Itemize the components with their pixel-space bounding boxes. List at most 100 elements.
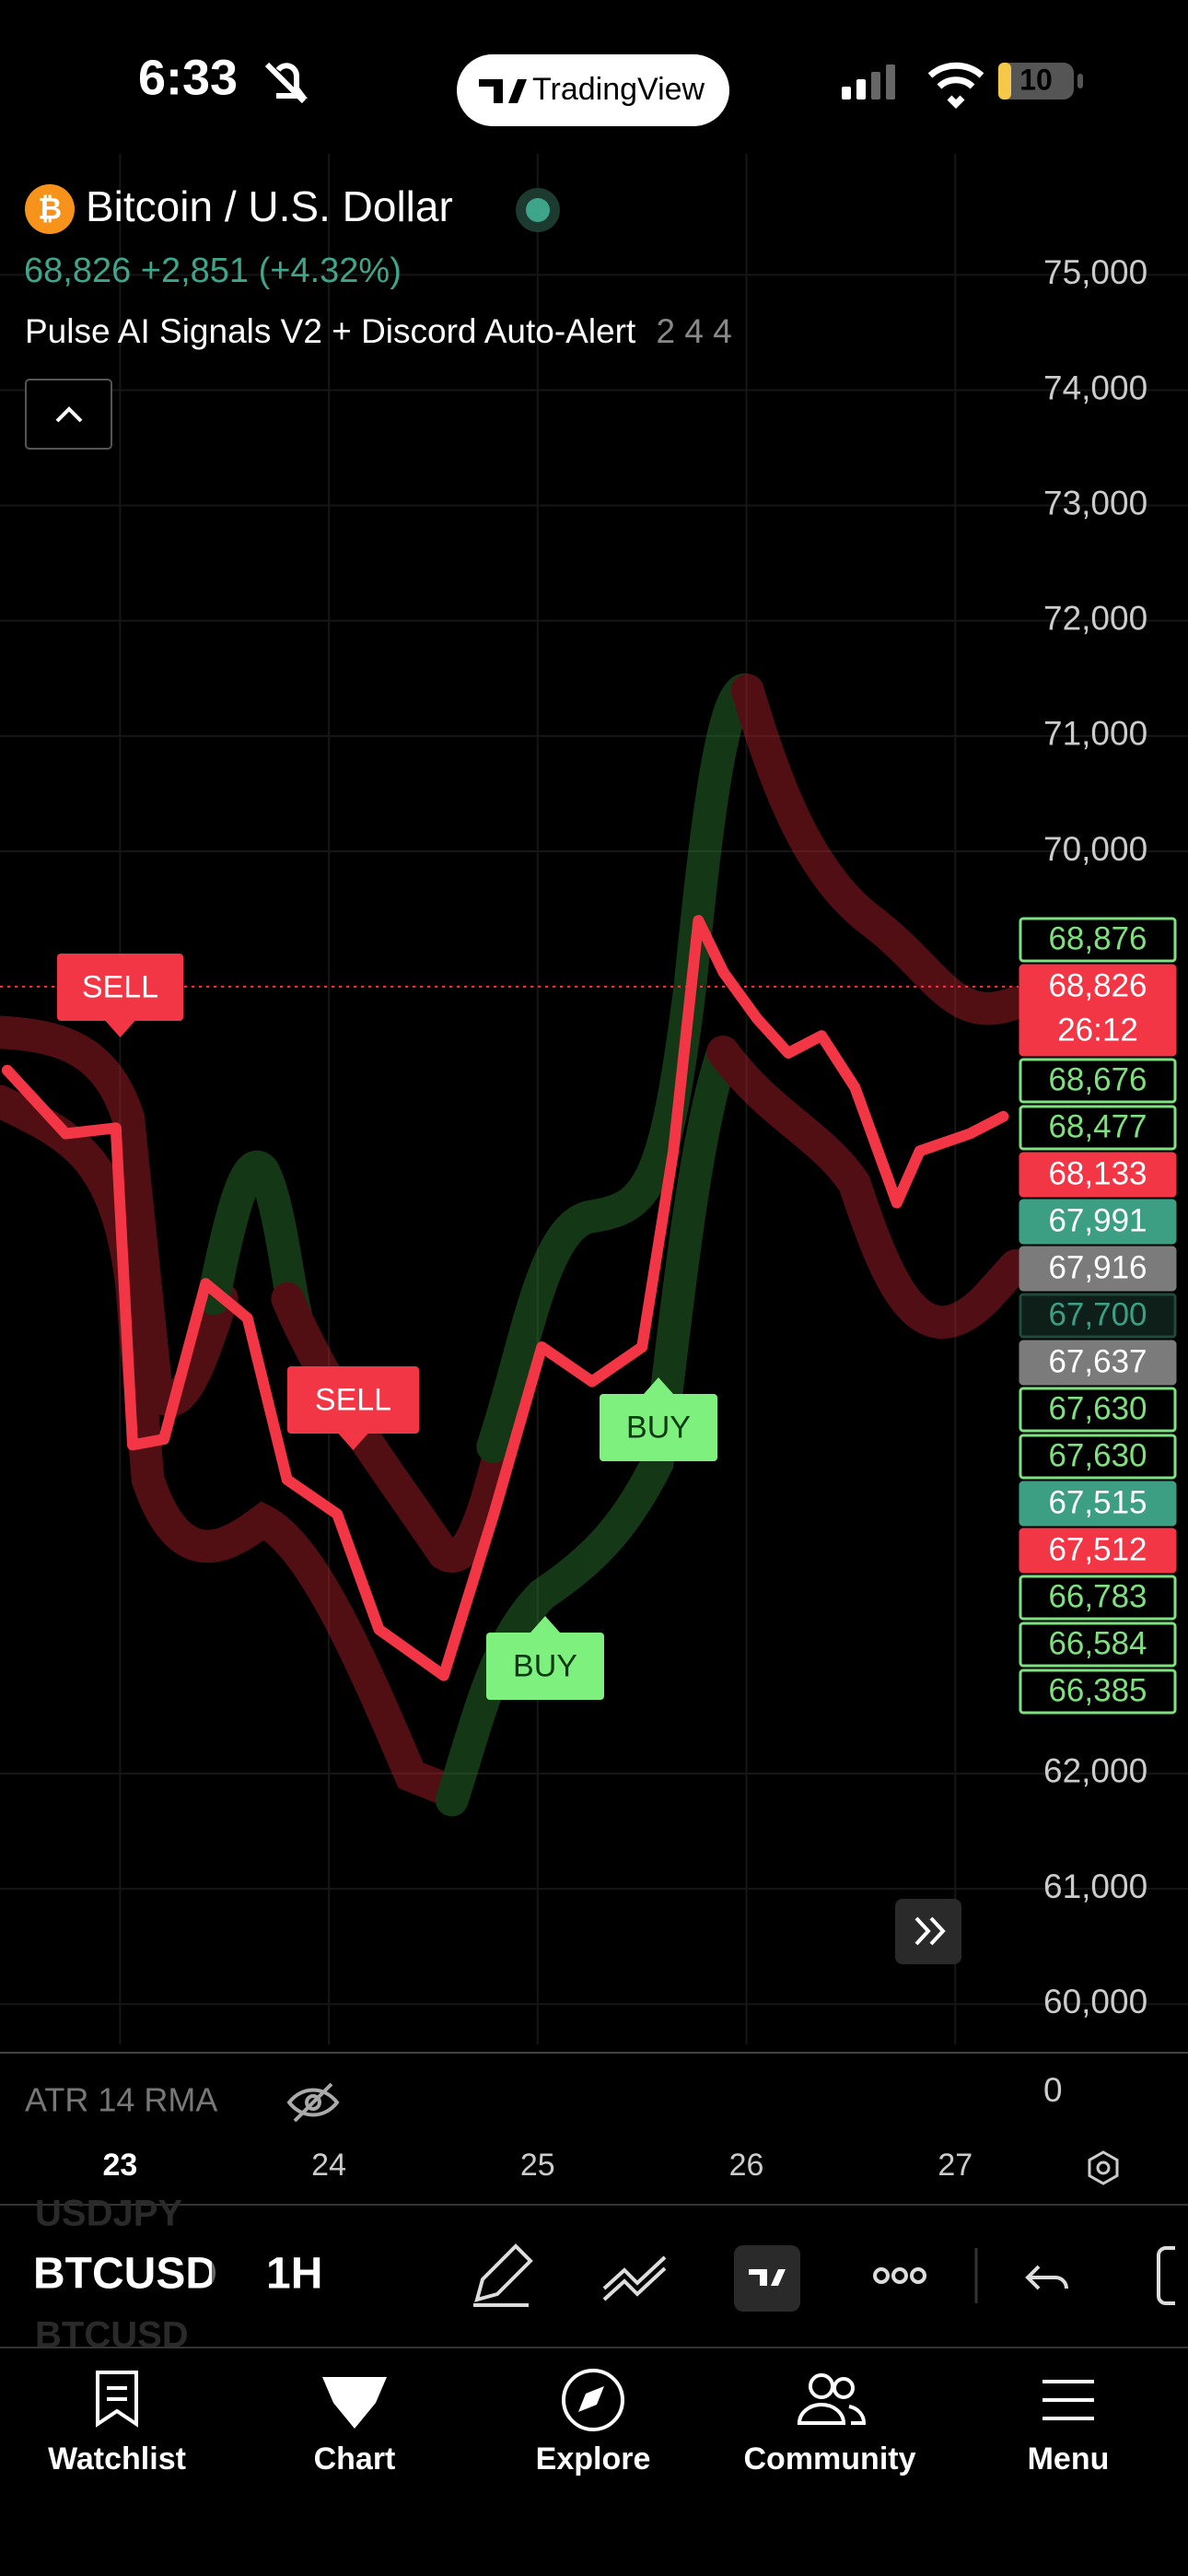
battery-cap [1077,74,1083,88]
y-tick-label: 74,000 [1043,369,1147,406]
status-dot [526,198,550,222]
signal-label: BUY [513,1648,577,1683]
y-tick-label: 72,000 [1043,600,1147,638]
price-label: 67,916 [1048,1249,1147,1285]
price-label-box [1019,1246,1177,1292]
signal-icon [842,64,895,100]
trend-icon[interactable] [602,2255,667,2301]
x-tick-label: 23 [102,2148,137,2183]
nav-bar: Watchlist Chart Explore Community Menu [48,2441,1109,2476]
signal-pointer [105,1021,135,1037]
price-line [1,915,1009,1681]
y-tick-label: 62,000 [1043,1752,1147,1790]
status-time: 6:33 [138,50,238,105]
mute-icon [264,62,308,104]
price-label-box [1019,1387,1177,1433]
y-tick-label: 75,000 [1043,253,1147,291]
nav-icon-community [797,2373,867,2425]
price-label-box [1019,1481,1177,1527]
price-label: 66,783 [1048,1578,1147,1614]
app-pill [457,54,729,126]
scroll-icon [914,1916,946,1946]
price-label-box [1019,1575,1177,1621]
signal-badge [287,1366,419,1434]
price-label-box [1019,1058,1177,1104]
price-label-box [1019,1669,1177,1715]
price-label-box [1019,964,1177,1057]
price-label: 66,385 [1048,1672,1147,1708]
price-label-box [1019,917,1177,963]
signal-pointer [338,1434,368,1450]
indicator-params: 2 4 4 [657,312,732,350]
more-icon[interactable] [873,2267,926,2284]
price-label-box [1019,1434,1177,1480]
app-name: TradingView [532,72,705,107]
nav-label[interactable]: Menu [1028,2441,1110,2476]
bands [0,673,1032,1817]
signal-pointer [644,1377,673,1394]
countdown: 26:12 [1057,1012,1138,1048]
btc-icon [25,184,75,234]
indicator-name: Pulse AI Signals V2 + Discord Auto-Alert [25,312,636,350]
collapse-button[interactable] [25,379,112,450]
symbol-ghost: BTCUSD [35,2315,189,2356]
x-tick-label: 26 [729,2148,764,2183]
y-tick-label: 73,000 [1043,484,1147,521]
price-label: 67,700 [1048,1296,1147,1332]
hide-icon[interactable] [286,2082,340,2123]
signal-pointer [530,1616,560,1633]
x-axis: 23 24 25 26 27 [102,2148,973,2183]
symbol-fade [212,2230,239,2331]
battery-level [998,63,1011,100]
draw-icon[interactable] [473,2243,533,2307]
price-label: 68,826 [1048,967,1147,1003]
y-tick-label: 61,000 [1043,1868,1147,1905]
signal-badge [600,1394,717,1461]
price-label-box [1019,1293,1177,1339]
symbol-name: Bitcoin / U.S. Dollar [86,182,453,230]
price-label: 67,630 [1048,1390,1147,1426]
btc-glyph: ₿ [38,192,62,225]
atr-label: ATR 14 RMA [25,2081,217,2119]
nav-icon-explore [562,2369,624,2431]
quote: 68,826 +2,851 (+4.32%) [24,252,402,290]
undo-icon[interactable] [1025,2265,1068,2290]
price-label: 67,637 [1048,1343,1147,1379]
price-labels: 68,876 68,826 26:12 68,676 68,477 68,133 67,99… [1019,917,1177,1715]
signal-label: SELL [82,969,158,1004]
x-tick-label: 25 [520,2148,555,2183]
nav-label[interactable]: Explore [536,2441,651,2476]
settings-icon-center [1096,2160,1111,2175]
nav-label[interactable]: Community [744,2441,916,2476]
signals: SELL SELL BUY BUY [57,954,717,1700]
nav-label[interactable]: Watchlist [48,2441,186,2476]
interval[interactable]: 1H [266,2250,322,2299]
settings-icon[interactable] [1088,2150,1119,2185]
price-label: 67,991 [1048,1202,1147,1238]
y-tick-label: 70,000 [1043,830,1147,868]
x-tick-label: 24 [311,2148,346,2183]
price-label: 67,512 [1048,1531,1147,1567]
price-label: 68,876 [1048,920,1147,956]
signal-badge [486,1633,604,1700]
price-label: 68,133 [1048,1155,1147,1191]
battery-text: 10 [1019,63,1053,96]
price-label: 68,676 [1048,1061,1147,1097]
y-tick-label: 71,000 [1043,715,1147,753]
price-label: 67,515 [1048,1484,1147,1520]
price-label-box [1019,1528,1177,1574]
price-label-box [1019,1622,1177,1668]
signal-label: SELL [315,1382,391,1417]
symbol[interactable]: BTCUSD [33,2250,217,2299]
price-label: 68,477 [1048,1108,1147,1144]
signal-label: BUY [626,1410,691,1445]
symbol-ghost: USDJPY [35,2194,182,2234]
price-label-box [1019,1105,1177,1151]
price-label-box [1019,1199,1177,1245]
fullscreen-icon[interactable] [1157,2246,1175,2305]
nav-icon-watchlist [96,2371,138,2428]
atr-y-tick: 0 [1043,2071,1063,2109]
nav-label[interactable]: Chart [314,2441,396,2476]
